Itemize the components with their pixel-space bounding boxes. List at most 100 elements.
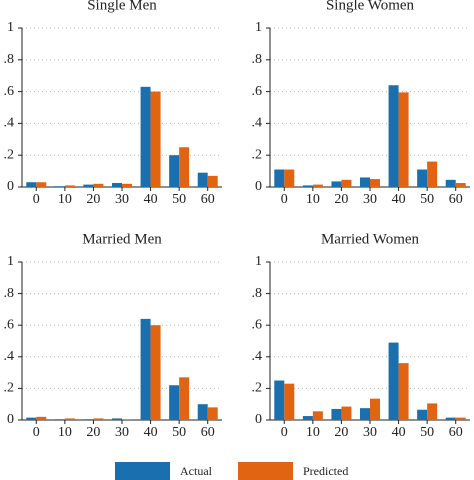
bar [312,184,323,187]
bar [83,419,94,420]
x-tick-label: 40 [144,425,158,440]
bar [341,406,352,420]
x-tick-label: 10 [58,192,72,207]
bar [455,417,466,420]
y-tick-label: 1 [255,254,262,269]
x-tick-label: 30 [115,425,129,440]
legend-swatch [115,462,170,480]
y-tick-label: .4 [252,116,263,131]
bar [36,416,47,420]
y-tick-label: .6 [4,317,15,332]
bar [83,184,94,187]
x-tick-label: 0 [281,425,288,440]
bar [36,182,47,187]
legend-swatch [238,462,293,480]
bar [26,182,37,187]
bar [417,169,428,187]
bar [150,325,161,420]
y-tick-label: .6 [252,317,263,332]
bar [112,418,122,420]
bar [140,318,151,420]
x-tick-label: 40 [392,425,406,440]
x-tick-label: 0 [33,192,40,207]
bar [179,377,190,420]
y-tick-label: 0 [255,179,262,194]
bar [312,411,323,420]
bar [207,175,218,187]
x-tick-label: 10 [306,425,320,440]
y-tick-label: 0 [255,412,262,427]
bar [331,181,342,187]
bar [331,408,342,420]
bar [388,342,399,420]
bar [140,86,151,187]
y-tick-label: .4 [4,116,15,131]
x-tick-label: 60 [449,425,463,440]
x-tick-label: 30 [115,192,129,207]
bar [54,186,65,187]
bar [360,177,370,187]
x-tick-label: 60 [201,192,215,207]
panel-title: Married Women [321,231,420,247]
bar [284,169,295,187]
y-tick-label: 0 [7,179,14,194]
y-tick-label: .8 [252,286,263,301]
panel-title: Single Women [326,0,415,13]
x-tick-label: 0 [281,192,288,207]
x-tick-label: 50 [420,425,434,440]
y-tick-label: 1 [255,20,262,35]
bar [302,416,313,420]
bar [398,363,409,420]
bar [341,179,352,187]
x-tick-label: 40 [392,192,406,207]
bar [54,419,65,420]
y-tick-label: .2 [4,147,15,162]
x-tick-label: 20 [334,425,348,440]
bar [417,409,428,420]
bar [427,161,438,187]
x-tick-label: 60 [449,192,463,207]
bar [197,172,208,187]
bar [302,185,313,187]
y-tick-label: .8 [252,52,263,67]
bar [64,418,75,420]
bar [370,398,380,420]
bar [93,418,104,420]
bar [207,407,218,420]
x-tick-label: 60 [201,425,215,440]
y-tick-label: .2 [4,381,15,396]
panel-title: Single Men [87,0,157,13]
x-tick-label: 0 [33,425,40,440]
x-tick-label: 50 [420,192,434,207]
y-tick-label: .8 [4,286,15,301]
y-tick-label: .4 [252,349,263,364]
bar [445,179,456,187]
bar [197,404,208,420]
bar [179,147,190,187]
bar [427,403,438,420]
bar [122,419,132,420]
bar [274,169,285,187]
x-tick-label: 30 [363,425,377,440]
bar [284,383,295,420]
bar [445,417,456,420]
bar [150,91,161,187]
bar [370,179,380,187]
bar [169,385,180,420]
y-tick-label: 1 [7,20,14,35]
y-tick-label: 1 [7,254,14,269]
x-tick-label: 20 [86,192,100,207]
legend-label: Actual [180,464,213,478]
bar [122,183,132,187]
bar [26,417,37,420]
x-tick-label: 20 [334,192,348,207]
y-tick-label: .6 [4,84,15,99]
bar [360,408,370,420]
panel-title: Married Men [82,231,162,247]
x-tick-label: 10 [58,425,72,440]
bar [274,380,285,420]
x-tick-label: 50 [172,192,186,207]
y-tick-label: 0 [7,412,14,427]
bar [169,155,180,187]
bar [64,185,75,187]
